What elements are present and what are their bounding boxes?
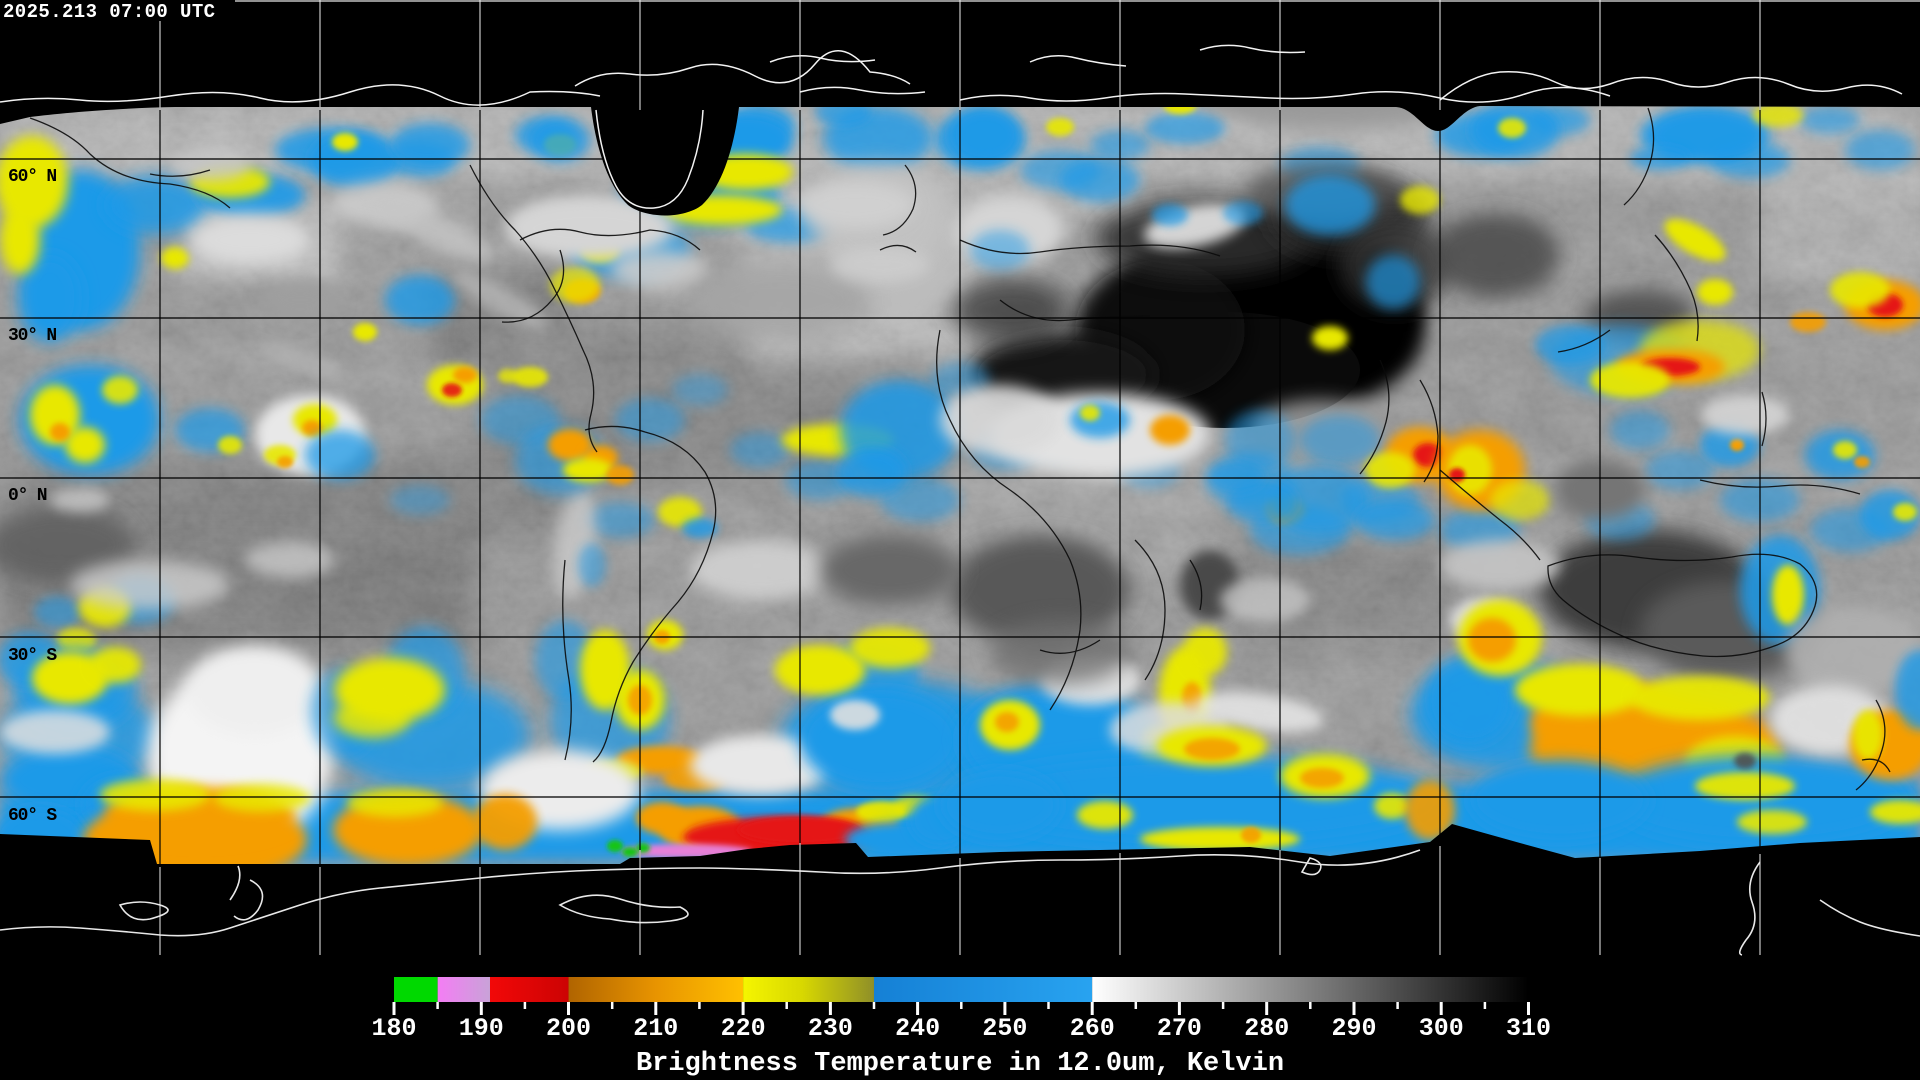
svg-text:200: 200 (546, 1014, 591, 1043)
svg-text:Brightness Temperature in 12.0: Brightness Temperature in 12.0um, Kelvin (636, 1049, 1284, 1079)
svg-text:0° N: 0° N (8, 486, 47, 506)
svg-text:310: 310 (1506, 1014, 1551, 1043)
svg-text:180: 180 (371, 1014, 416, 1043)
svg-text:2025.213 07:00 UTC: 2025.213 07:00 UTC (3, 1, 215, 23)
svg-text:290: 290 (1331, 1014, 1376, 1043)
svg-text:30° N: 30° N (8, 326, 56, 346)
svg-text:240: 240 (895, 1014, 940, 1043)
svg-text:260: 260 (1070, 1014, 1115, 1043)
svg-text:220: 220 (721, 1014, 766, 1043)
svg-text:230: 230 (808, 1014, 853, 1043)
svg-text:190: 190 (459, 1014, 504, 1043)
svg-text:60° S: 60° S (8, 806, 57, 826)
svg-text:60° N: 60° N (8, 167, 56, 187)
svg-text:30° S: 30° S (8, 646, 57, 666)
svg-text:210: 210 (633, 1014, 678, 1043)
svg-text:270: 270 (1157, 1014, 1202, 1043)
svg-text:250: 250 (982, 1014, 1027, 1043)
svg-text:300: 300 (1419, 1014, 1464, 1043)
svg-text:280: 280 (1244, 1014, 1289, 1043)
